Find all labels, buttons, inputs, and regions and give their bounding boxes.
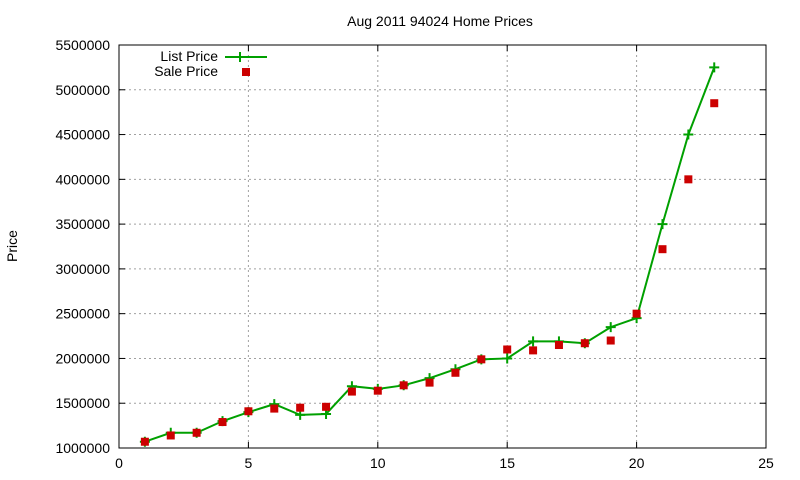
svg-text:4500000: 4500000 (55, 127, 110, 143)
data-series (139, 62, 720, 447)
svg-text:5000000: 5000000 (55, 82, 110, 98)
svg-text:2500000: 2500000 (55, 306, 110, 322)
svg-text:5: 5 (245, 455, 253, 471)
svg-text:25: 25 (758, 455, 774, 471)
svg-text:0: 0 (115, 455, 123, 471)
svg-text:1500000: 1500000 (55, 395, 110, 411)
legend-label-list-price: List Price (160, 48, 218, 64)
svg-text:2000000: 2000000 (55, 350, 110, 366)
y-tick-labels: 1000000 1500000 2000000 2500000 3000000 35000… (55, 37, 110, 456)
legend-label-sale-price: Sale Price (154, 63, 218, 79)
axes (118, 44, 767, 449)
y-axis-label: Price (4, 230, 20, 262)
svg-text:3000000: 3000000 (55, 261, 110, 277)
legend: List Price Sale Price (154, 48, 267, 79)
svg-text:15: 15 (499, 455, 515, 471)
svg-text:5500000: 5500000 (55, 37, 110, 53)
legend-square-marker-icon (242, 68, 250, 76)
grid-lines (119, 45, 766, 448)
legend-plus-marker-icon (235, 52, 245, 62)
svg-text:20: 20 (629, 455, 645, 471)
svg-text:4000000: 4000000 (55, 171, 110, 187)
svg-text:1000000: 1000000 (55, 440, 110, 456)
chart-title: Aug 2011 94024 Home Prices (347, 13, 533, 29)
svg-text:3500000: 3500000 (55, 216, 110, 232)
svg-text:10: 10 (370, 455, 386, 471)
x-tick-labels: 0 5 10 15 20 25 (115, 455, 774, 471)
